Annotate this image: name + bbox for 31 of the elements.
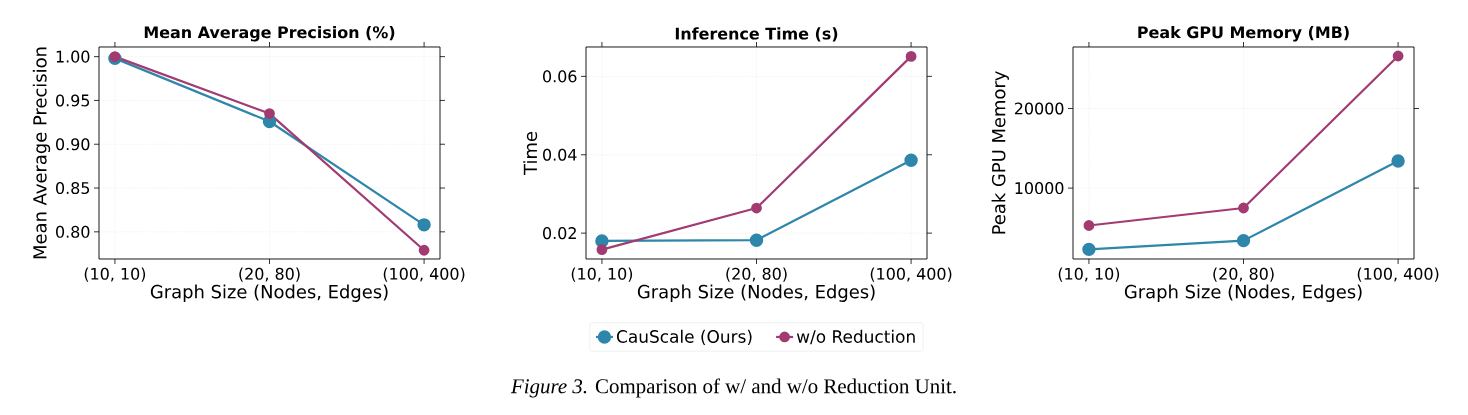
y-tick-label: 0.04 xyxy=(543,148,577,161)
x-axis-title: Graph Size (Nodes, Edges) xyxy=(1124,284,1362,302)
y-tick-label: 0.06 xyxy=(543,70,577,83)
legend-label: CauScale (Ours) xyxy=(617,329,752,345)
x-tick-label: (10, 10) xyxy=(1058,267,1120,282)
y-axis-title: Time xyxy=(523,131,538,175)
y-tick-label: 0.80 xyxy=(56,225,90,238)
x-tick-label: (20, 80) xyxy=(239,267,300,282)
y-tick-label: 0.90 xyxy=(56,138,90,151)
x-tick-label: (20, 80) xyxy=(726,267,787,282)
x-tick-label: (10, 10) xyxy=(571,267,633,282)
y-tick-label: 0.95 xyxy=(56,94,90,107)
y-axis-title: Peak GPU Memory xyxy=(991,71,1009,234)
x-tick-label: (20, 80) xyxy=(1213,267,1274,282)
x-axis-title: Graph Size (Nodes, Edges) xyxy=(637,284,875,302)
chart-title: Peak GPU Memory (MB) xyxy=(1138,25,1349,42)
x-tick-label: (100, 400) xyxy=(870,267,952,282)
x-tick-label: (100, 400) xyxy=(383,267,465,282)
chart-title: Inference Time (s) xyxy=(675,27,838,42)
y-tick-label: 1.00 xyxy=(56,50,90,63)
legend-label: w/o Reduction xyxy=(796,329,915,345)
y-axis-title: Mean Average Precision xyxy=(32,47,51,259)
chart-title: Mean Average Precision (%) xyxy=(144,25,395,42)
y-tick-label: 10000 xyxy=(1015,182,1064,195)
y-tick-label: 20000 xyxy=(1014,102,1064,115)
x-tick-label: (100, 400) xyxy=(1357,267,1439,282)
y-tick-label: 0.02 xyxy=(543,227,576,240)
y-tick-label: 0.85 xyxy=(56,182,90,195)
x-axis-title: Graph Size (Nodes, Edges) xyxy=(150,284,388,302)
text: Figure 3. Comparison of w/ and w/o Reduction Unit. xyxy=(510,378,956,398)
x-tick-label: (10, 10) xyxy=(84,267,146,282)
